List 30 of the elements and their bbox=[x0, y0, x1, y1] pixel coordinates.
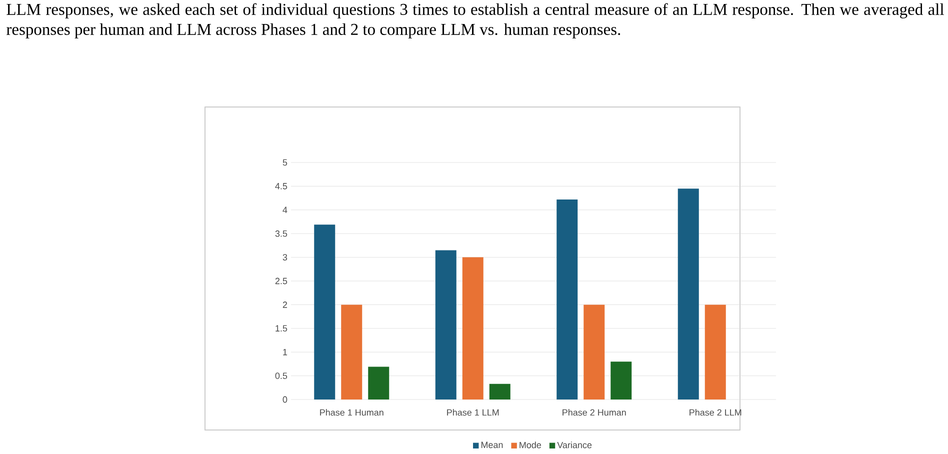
y-tick-label: 0.5 bbox=[275, 372, 288, 380]
x-tick-label: Phase 1 LLM bbox=[447, 409, 499, 416]
y-tick-label: 3 bbox=[282, 254, 288, 261]
bar bbox=[435, 250, 456, 400]
y-tick-label: 2.5 bbox=[275, 278, 288, 284]
y-tick-label: 5 bbox=[282, 160, 288, 166]
y-tick-label: 1.5 bbox=[276, 325, 288, 332]
bar bbox=[610, 362, 632, 400]
bar bbox=[556, 200, 578, 400]
bar bbox=[678, 188, 699, 400]
y-tick-label: 1 bbox=[283, 349, 288, 356]
bar bbox=[314, 224, 336, 400]
y-tick-label: 0 bbox=[282, 396, 288, 403]
bar bbox=[368, 366, 390, 400]
y-tick-label: 2 bbox=[282, 302, 288, 308]
bar bbox=[489, 384, 510, 400]
x-tick-label: Phase 2 LLM bbox=[690, 409, 742, 416]
y-tick-label: 4 bbox=[282, 206, 288, 214]
text: LLM responses, we asked each set of individual questions 3 times to establish a central measure of an LLM response. Then we averaged all responses per human and LLM across Phases 1 and 2 to compare LLM vs. human responses. bbox=[6, 3, 944, 38]
y-tick-label: 3.5 bbox=[275, 230, 288, 237]
legend-label: Variance bbox=[557, 442, 592, 448]
x-tick-label: Phase 2 Human bbox=[562, 409, 626, 416]
x-tick-label: Phase 1 Human bbox=[320, 409, 384, 416]
y-tick-label: 4.5 bbox=[275, 183, 288, 190]
legend-label: Mode bbox=[520, 442, 542, 448]
bar bbox=[704, 304, 726, 400]
bar bbox=[341, 304, 362, 400]
legend-label: Mean bbox=[481, 442, 503, 448]
bar bbox=[462, 257, 484, 400]
bar bbox=[584, 304, 605, 400]
